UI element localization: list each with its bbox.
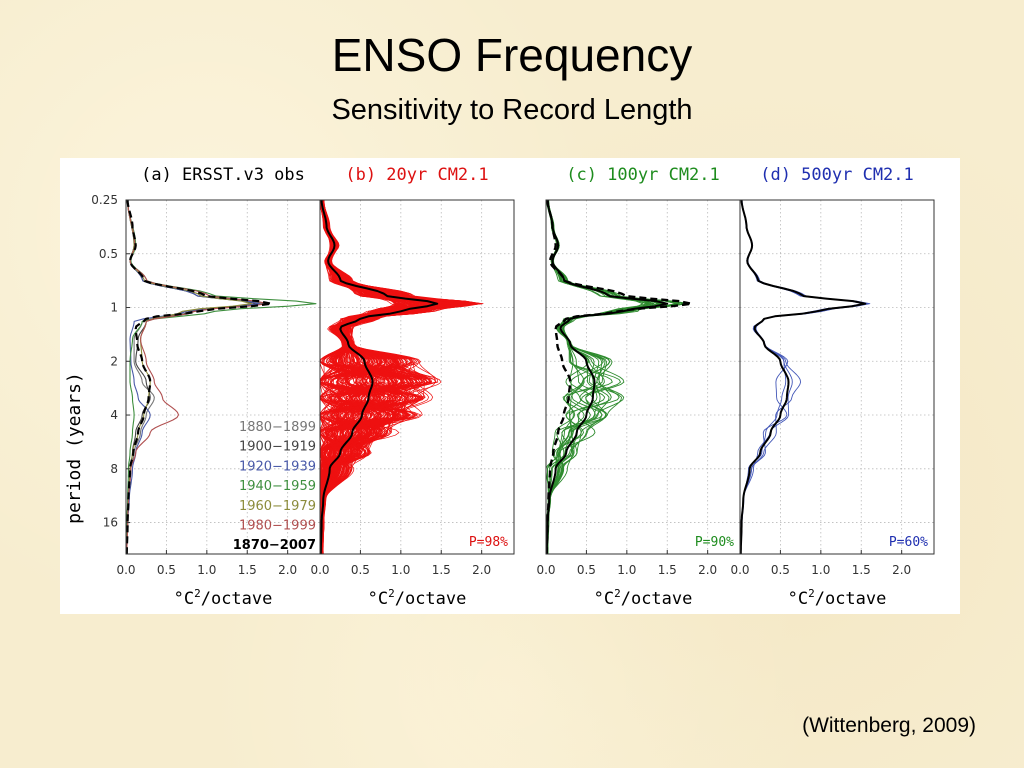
x-tick-label: 1.5 xyxy=(658,563,677,577)
stat-label-d: P=60% xyxy=(889,535,928,550)
x-tick-label: 1.5 xyxy=(852,563,871,577)
x-tick-label: 2.0 xyxy=(698,563,717,577)
y-tick-label: 4 xyxy=(110,408,118,422)
x-tick-label: 1.5 xyxy=(238,563,257,577)
mean-line xyxy=(319,199,439,554)
x-tick-label: 0.5 xyxy=(351,563,370,577)
legend-item: 1940−1959 xyxy=(239,479,316,494)
stat-label-b: P=98% xyxy=(469,535,508,550)
panel-c-title: (c) 100yr CM2.1 xyxy=(566,165,720,185)
x-tick-label: 1.0 xyxy=(811,563,830,577)
x-tick-label: 1.0 xyxy=(391,563,410,577)
legend-item: 1980−1999 xyxy=(239,519,316,534)
x-tick-label: 1.0 xyxy=(197,563,216,577)
legend-item: 1900−1919 xyxy=(239,440,316,455)
mean-line xyxy=(545,199,669,554)
legend-item: 1960−1979 xyxy=(239,499,316,514)
y-tick-label: 1 xyxy=(110,301,118,315)
x-tick-label: 0.0 xyxy=(116,563,135,577)
x-axis-label: °C2/octave xyxy=(788,587,887,609)
legend-item: 1870−2007 xyxy=(233,538,316,553)
x-tick-label: 0.5 xyxy=(771,563,790,577)
x-tick-label: 0.0 xyxy=(536,563,555,577)
mean-line xyxy=(739,199,867,554)
x-axis-label: °C2/octave xyxy=(368,587,467,609)
x-axis-label: °C2/octave xyxy=(174,587,273,609)
y-tick-label: 2 xyxy=(110,354,118,368)
obs-line xyxy=(545,199,693,554)
x-tick-label: 2.0 xyxy=(892,563,911,577)
slide-subtitle: Sensitivity to Record Length xyxy=(331,94,693,126)
slide-title: ENSO Frequency xyxy=(331,29,693,81)
stat-label-c: P=90% xyxy=(695,535,734,550)
x-tick-label: 0.5 xyxy=(157,563,176,577)
panel-a-title: (a) ERSST.v3 obs xyxy=(141,165,305,185)
panel-d-title: (d) 500yr CM2.1 xyxy=(760,165,914,185)
y-axis-label: period (years) xyxy=(64,372,85,524)
series-line-1870−2007 xyxy=(125,199,273,554)
ensemble-member-line xyxy=(320,199,436,554)
citation: (Wittenberg, 2009) xyxy=(802,714,976,737)
x-tick-label: 0.5 xyxy=(577,563,596,577)
y-tick-label: 16 xyxy=(103,516,118,530)
x-tick-label: 2.0 xyxy=(278,563,297,577)
panel-b-frame xyxy=(319,199,515,555)
x-axis-label: °C2/octave xyxy=(594,587,693,609)
enso-figure: period (years) (a) ERSST.v3 obs 0.0 0.5 1.0… xyxy=(60,158,960,614)
y-tick-label: 0.5 xyxy=(99,247,118,261)
x-tick-label: 1.0 xyxy=(617,563,636,577)
panel-d-frame xyxy=(739,199,935,555)
y-tick-label: 0.25 xyxy=(91,193,118,207)
enso-chart-svg: period (years) (a) ERSST.v3 obs 0.0 0.5 1.0… xyxy=(64,165,935,609)
legend-item: 1880−1899 xyxy=(239,420,316,435)
legend-item: 1920−1939 xyxy=(239,459,316,474)
x-tick-label: 0.0 xyxy=(310,563,329,577)
y-tick-label: 8 xyxy=(110,462,118,476)
x-tick-label: 2.0 xyxy=(472,563,491,577)
x-tick-label: 1.5 xyxy=(432,563,451,577)
x-tick-label: 0.0 xyxy=(730,563,749,577)
ensemble-member-line xyxy=(320,199,420,554)
panel-d-area xyxy=(740,200,934,554)
panel-b-title: (b) 20yr CM2.1 xyxy=(345,165,488,185)
